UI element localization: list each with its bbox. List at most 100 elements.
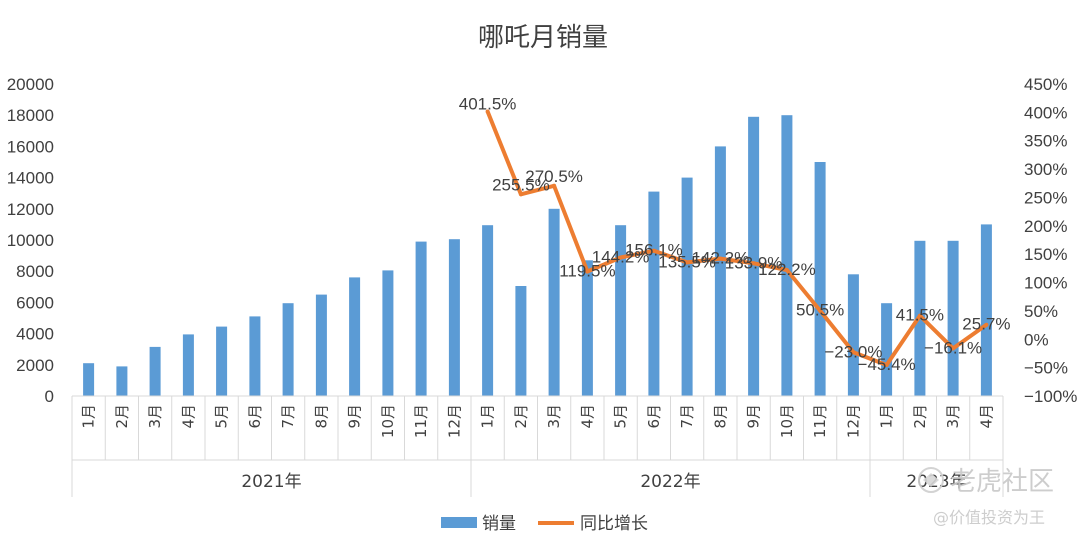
bar-sales (781, 115, 793, 396)
month-label: 5月 (612, 404, 630, 429)
month-label: 3月 (944, 404, 962, 429)
growth-point (917, 313, 922, 318)
right-tick-label: 0% (1024, 330, 1049, 349)
bar-sales (548, 208, 560, 396)
growth-point (618, 255, 623, 260)
right-tick-label: 450% (1024, 75, 1067, 94)
left-tick-label: 12000 (7, 200, 54, 219)
bar-sales (315, 294, 327, 396)
growth-data-label: −16.1% (924, 338, 982, 357)
growth-data-label: −23.0% (824, 342, 882, 361)
growth-data-label: 142.2% (692, 249, 750, 268)
year-group-label: 2021年 (241, 472, 301, 492)
bar-sales (581, 260, 593, 396)
month-label: 6月 (645, 404, 663, 429)
legend-label-sales: 销量 (482, 514, 516, 534)
month-label: 2月 (911, 404, 929, 429)
growth-data-label: −45.4% (858, 355, 916, 374)
growth-point (685, 260, 690, 265)
right-tick-label: −50% (1024, 359, 1068, 378)
month-label: 9月 (346, 404, 364, 429)
left-tick-label: 20000 (7, 75, 54, 94)
bar-sales (980, 224, 992, 396)
bar-sales (748, 116, 760, 397)
bar-sales (216, 326, 228, 396)
growth-data-label: 135.5% (658, 252, 716, 271)
month-label: 2月 (113, 404, 131, 429)
growth-point (485, 109, 490, 114)
left-tick-label: 2000 (16, 356, 54, 375)
month-label: 1月 (479, 404, 497, 429)
legend-swatch-sales (441, 517, 477, 528)
right-tick-label: 50% (1024, 302, 1058, 321)
month-label: 7月 (279, 404, 297, 429)
left-tick-label: 0 (45, 387, 54, 406)
month-label: 1月 (878, 404, 896, 429)
month-label: 7月 (678, 404, 696, 429)
right-tick-label: 300% (1024, 160, 1067, 179)
month-label: 4月 (977, 404, 995, 429)
month-label: 2月 (512, 404, 530, 429)
right-tick-label: 200% (1024, 217, 1067, 236)
growth-data-label: 25.7% (962, 315, 1010, 334)
left-tick-label: 14000 (7, 169, 54, 188)
month-label: 5月 (213, 404, 231, 429)
growth-data-label: 119.5% (559, 262, 615, 281)
bar-sales (382, 270, 394, 396)
line-data-labels: 401.5% 255.5%270.5% 119.5%144.2%156.1%135.… (459, 95, 1011, 375)
right-tick-label: 150% (1024, 245, 1067, 264)
month-label: 1月 (80, 404, 98, 429)
month-label: 4月 (179, 404, 197, 429)
growth-point (818, 308, 823, 313)
growth-point (951, 346, 956, 351)
bar-sales (349, 277, 361, 396)
growth-line (485, 110, 988, 367)
left-tick-label: 4000 (16, 325, 54, 344)
legend: 销量 同比增长 (441, 514, 648, 534)
right-tick-label: −100% (1024, 387, 1077, 406)
growth-data-label: 41.5% (896, 306, 944, 325)
year-group-label: 2022年 (640, 472, 700, 492)
month-label: 8月 (312, 404, 330, 429)
month-label: 8月 (711, 404, 729, 429)
month-label: 10月 (379, 404, 397, 438)
bar-sales (83, 363, 95, 396)
watermark: 老虎社区 @价值投资为王 (918, 467, 1054, 527)
bar-sales (714, 146, 726, 396)
growth-point (851, 350, 856, 355)
growth-data-label: 401.5% (459, 95, 517, 114)
bar-sales (282, 303, 294, 396)
month-label: 12月 (844, 404, 862, 438)
left-tick-label: 16000 (7, 137, 54, 156)
bar-sales (881, 303, 893, 396)
legend-label-growth: 同比增长 (580, 514, 648, 534)
left-tick-label: 6000 (16, 293, 54, 312)
left-tick-label: 18000 (7, 106, 54, 125)
growth-data-label: 270.5% (525, 167, 583, 186)
bar-sales (847, 274, 859, 396)
left-tick-label: 10000 (7, 231, 54, 250)
growth-point (718, 256, 723, 261)
bar-sales (116, 366, 128, 396)
growth-data-label: 133.9% (725, 253, 783, 272)
line-series (485, 109, 989, 367)
left-tick-label: 8000 (16, 262, 54, 281)
right-tick-label: 350% (1024, 132, 1067, 151)
left-axis-ticks: 0 2000 4000 6000 8000 10000 12000 14000 16000 180… (7, 75, 54, 406)
growth-point (585, 269, 590, 274)
chart-title: 哪吒月销量 (478, 23, 608, 53)
month-label: 6月 (246, 404, 264, 429)
right-tick-label: 250% (1024, 189, 1067, 208)
bar-sales (182, 334, 194, 396)
growth-point (651, 248, 656, 253)
growth-data-label: 122.2% (758, 260, 816, 279)
axes (71, 395, 1004, 497)
watermark-logo-text: 老虎社区 (950, 467, 1054, 497)
growth-data-label: 255.5% (492, 175, 550, 194)
growth-point (518, 192, 523, 197)
bar-sales (648, 191, 660, 396)
bar-sales (681, 177, 693, 396)
bar-sales (515, 286, 527, 396)
bar-sales (149, 346, 161, 396)
